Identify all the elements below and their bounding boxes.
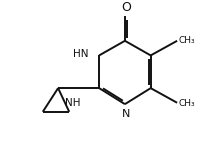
Text: CH₃: CH₃ xyxy=(178,36,195,45)
Text: NH: NH xyxy=(65,98,80,108)
Text: HN: HN xyxy=(73,49,89,59)
Text: O: O xyxy=(121,1,131,14)
Text: N: N xyxy=(121,109,130,119)
Text: CH₃: CH₃ xyxy=(178,99,195,108)
